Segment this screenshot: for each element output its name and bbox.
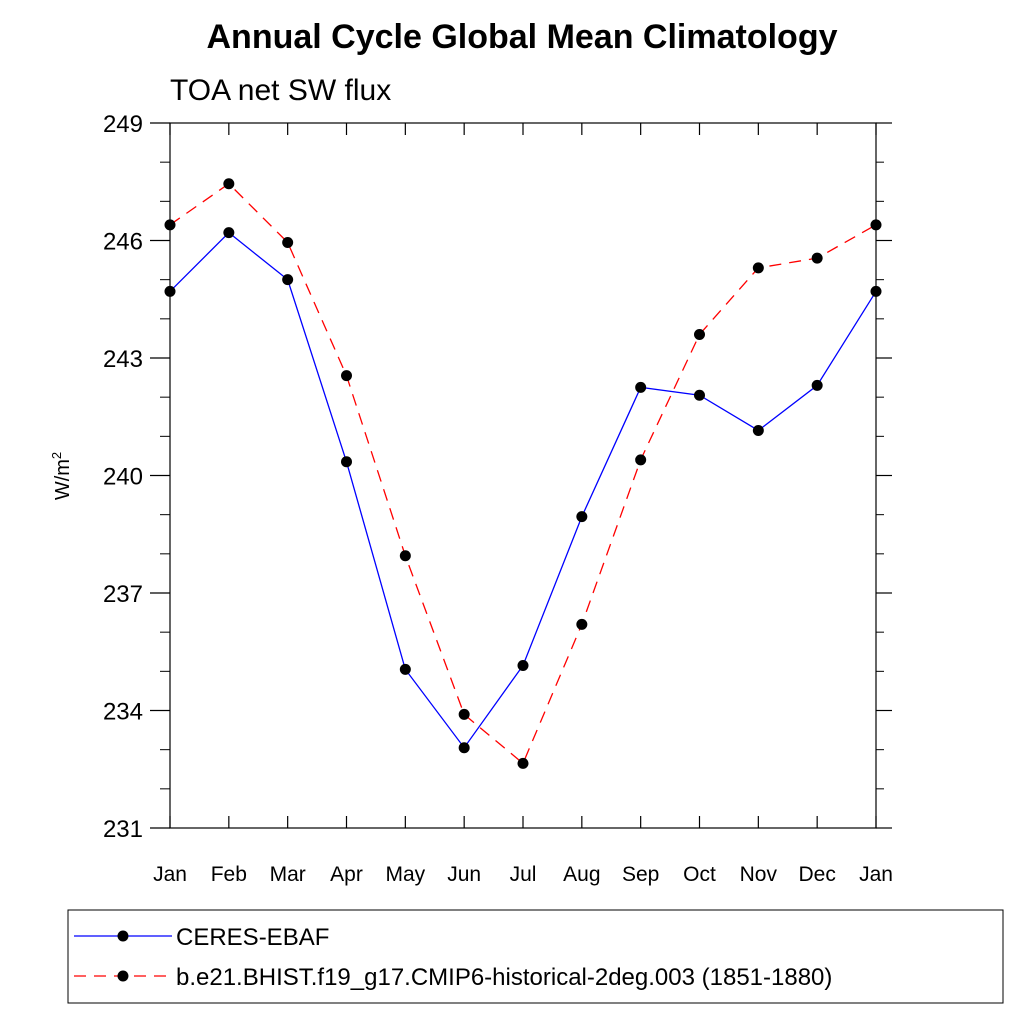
series-1-point	[694, 389, 705, 401]
y-tick-label: 234	[103, 699, 143, 726]
series-1-point	[635, 381, 647, 393]
legend-box	[67, 909, 1004, 1004]
series-1-point	[341, 456, 352, 468]
x-tick-label: Apr	[330, 863, 363, 886]
series-2-point	[811, 252, 823, 264]
y-tick-label: 237	[103, 581, 143, 608]
series-2-point	[164, 219, 176, 231]
x-tick-label: Aug	[563, 863, 600, 886]
x-tick-label: Jan	[859, 863, 893, 886]
x-tick-label: Jul	[510, 863, 537, 886]
plot-area: 231 234 237 240 243 246 249 Jan Feb Mar Apr May Jun J…	[103, 111, 893, 886]
x-tick-label: Feb	[211, 863, 247, 886]
y-tick-label: 231	[103, 816, 143, 843]
y-axis-label-superscript: 2	[49, 452, 64, 459]
series-2-point	[341, 370, 352, 382]
legend-label-2: b.e21.BHIST.f19_g17.CMIP6-historical-2de…	[176, 964, 832, 991]
y-axis-label: W/m2	[49, 452, 74, 500]
series-1-point	[811, 379, 823, 391]
legend: CERES-EBAF b.e21.BHIST.f19_g17.CMIP6-hist…	[67, 909, 1004, 1004]
x-tick-label: Jan	[153, 863, 187, 886]
x-tick-label: Mar	[270, 863, 306, 886]
legend-label-1: CERES-EBAF	[176, 924, 329, 951]
series-1-point	[282, 274, 294, 286]
legend-marker-2	[117, 970, 129, 982]
x-tick-label: Oct	[683, 863, 716, 886]
series-2-point	[223, 178, 235, 190]
legend-marker-1	[117, 930, 129, 942]
x-tick-label: Nov	[740, 863, 778, 886]
series-2-point	[752, 262, 764, 274]
series-2-point	[694, 329, 705, 340]
series-1-point	[870, 285, 882, 297]
series-1-point	[576, 511, 588, 523]
series-1-point	[164, 285, 176, 297]
series-2-point	[458, 708, 470, 720]
series-2-point	[399, 550, 411, 562]
y-tick-label: 243	[103, 346, 143, 373]
series-1-point	[517, 659, 529, 671]
chart-title: Annual Cycle Global Mean Climatology	[207, 18, 838, 56]
x-tick-label: Dec	[798, 863, 835, 886]
x-tick-label: May	[385, 863, 425, 886]
y-tick-label: 249	[103, 111, 143, 138]
x-tick-label: Sep	[622, 863, 659, 886]
x-tick-label: Jun	[447, 863, 481, 886]
y-axis-label-base: W/m	[52, 459, 74, 500]
series-2-point	[576, 618, 588, 630]
series-2-point	[635, 454, 647, 466]
series-2-point	[282, 236, 294, 248]
chart-subtitle: TOA net SW flux	[170, 74, 391, 107]
plot-frame	[169, 122, 877, 829]
series-2-point	[517, 757, 529, 769]
y-tick-label: 246	[103, 229, 143, 256]
series-1-point	[458, 742, 470, 754]
series-1-point	[223, 227, 235, 239]
series-1-point	[752, 424, 764, 436]
y-tick-label: 240	[103, 464, 143, 491]
series-2-point	[870, 219, 882, 231]
series-1-point	[399, 663, 411, 675]
